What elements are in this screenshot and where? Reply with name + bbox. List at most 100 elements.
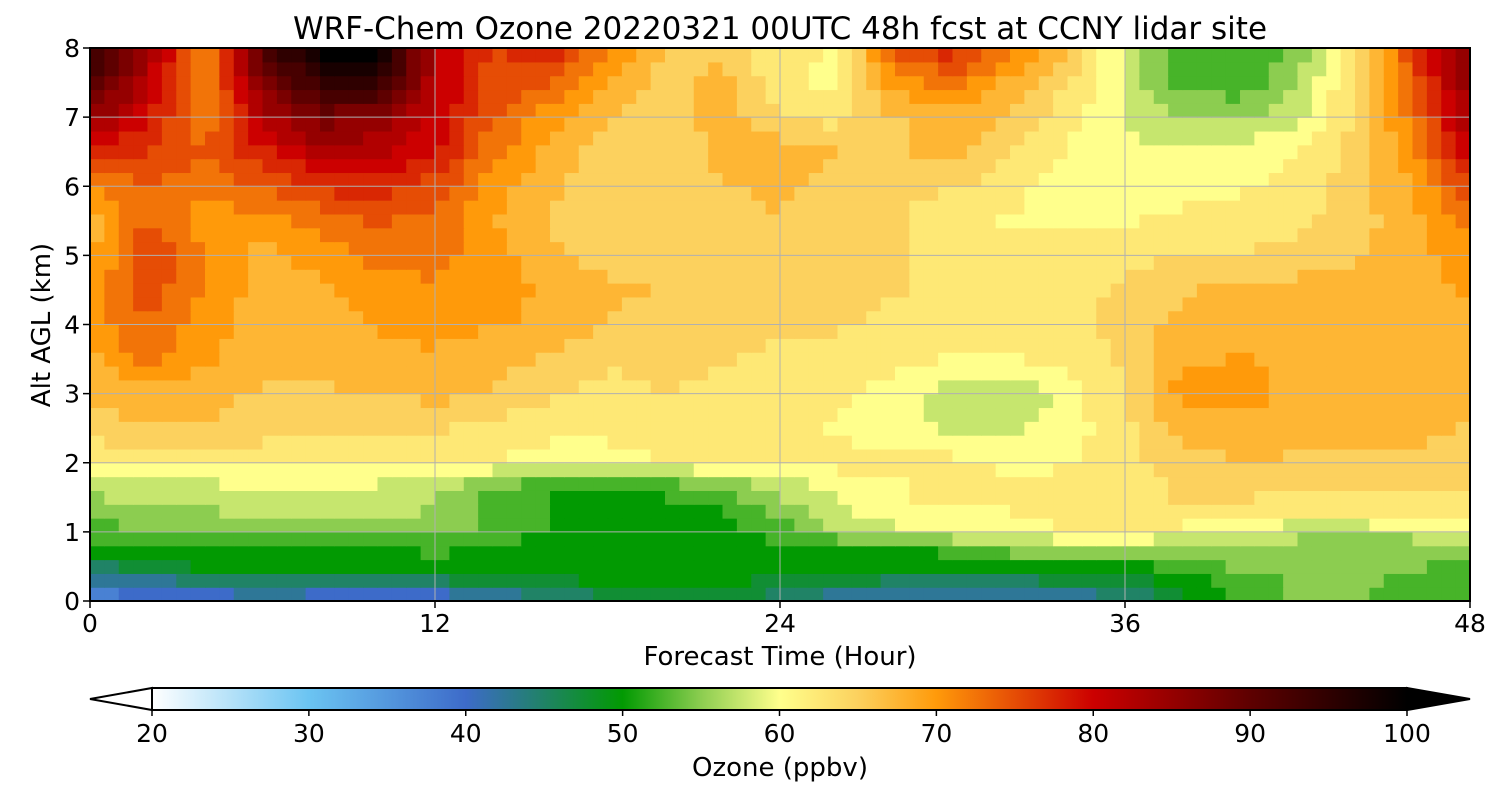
heatmap-cell (478, 518, 494, 533)
heatmap-cell (837, 587, 853, 601)
heatmap-cell (1110, 255, 1126, 270)
heatmap-cell (190, 448, 206, 464)
heatmap-cell (1125, 559, 1140, 574)
heatmap-cell (1168, 324, 1184, 339)
heatmap-cell (736, 504, 752, 519)
heatmap-cell (133, 255, 149, 270)
heatmap-cell (276, 296, 292, 312)
heatmap-cell (1355, 241, 1370, 256)
heatmap-cell (808, 296, 824, 312)
heatmap-cell (1254, 545, 1270, 561)
heatmap-cell (708, 462, 724, 478)
heatmap-cell (176, 227, 192, 243)
heatmap-cell (377, 61, 393, 77)
heatmap-cell (1326, 200, 1342, 215)
heatmap-cell (391, 462, 407, 478)
heatmap-cell (1225, 213, 1241, 229)
heatmap-cell (133, 573, 149, 588)
heatmap-cell (895, 338, 910, 353)
heatmap-cell (1153, 241, 1169, 256)
heatmap-cell (521, 310, 537, 326)
heatmap-cell (334, 117, 350, 132)
heatmap-cell (1426, 227, 1442, 243)
heatmap-cell (449, 587, 465, 601)
heatmap-cell (1024, 75, 1040, 91)
heatmap-cell (118, 435, 134, 450)
heatmap-cell (1369, 421, 1385, 436)
heatmap-cell (104, 421, 120, 436)
heatmap-cell (1225, 310, 1241, 326)
heatmap-cell (780, 200, 795, 215)
heatmap-cell (808, 186, 824, 201)
heatmap-cell (1340, 393, 1356, 409)
heatmap-cell (1225, 490, 1241, 505)
heatmap-cell (1053, 283, 1069, 298)
heatmap-cell (909, 352, 925, 367)
heatmap-cell (550, 227, 565, 243)
heatmap-cell (708, 172, 724, 187)
heatmap-cell (104, 545, 120, 561)
heatmap-cell (938, 531, 954, 547)
heatmap-cell (1067, 559, 1083, 574)
heatmap-cell (1297, 241, 1313, 256)
heatmap-cell (1196, 117, 1212, 132)
heatmap-cell (104, 448, 120, 464)
heatmap-cell (90, 324, 105, 339)
heatmap-cell (276, 144, 292, 160)
heatmap-cell (1211, 158, 1227, 174)
heatmap-cell (1383, 407, 1399, 422)
heatmap-cell (636, 573, 652, 588)
heatmap-cell (880, 518, 896, 533)
heatmap-cell (923, 393, 939, 409)
heatmap-cell (866, 324, 882, 339)
heatmap-cell (291, 490, 307, 505)
heatmap-cell (722, 559, 738, 574)
heatmap-cell (866, 227, 882, 243)
heatmap-cell (248, 407, 264, 422)
heatmap-cell (808, 130, 824, 146)
heatmap-cell (1211, 200, 1227, 215)
heatmap-cell (665, 283, 680, 298)
heatmap-cell (966, 587, 982, 601)
heatmap-cell (463, 379, 479, 395)
heatmap-cell (909, 213, 925, 229)
heatmap-cell (751, 490, 767, 505)
heatmap-cell (190, 241, 206, 256)
heatmap-cell (147, 144, 163, 160)
heatmap-cell (377, 269, 393, 284)
heatmap-cell (1412, 421, 1428, 436)
heatmap-cell (679, 89, 695, 104)
heatmap-cell (233, 587, 249, 601)
heatmap-cell (420, 117, 436, 132)
heatmap-cell (90, 61, 105, 77)
heatmap-cell (751, 448, 767, 464)
heatmap-cell (564, 352, 580, 367)
heatmap-cell (1067, 241, 1083, 256)
heatmap-cell (851, 462, 867, 478)
heatmap-cell (1355, 172, 1370, 187)
heatmap-cell (1168, 435, 1184, 450)
heatmap-cell (966, 338, 982, 353)
heatmap-cell (506, 186, 522, 201)
heatmap-cell (90, 172, 105, 187)
heatmap-cell (219, 559, 235, 574)
heatmap-cell (1441, 421, 1457, 436)
heatmap-cell (90, 531, 105, 547)
heatmap-cell (1283, 241, 1299, 256)
heatmap-cell (636, 158, 652, 174)
heatmap-cell (348, 144, 364, 160)
heatmap-cell (1240, 352, 1255, 367)
heatmap-cell (895, 393, 910, 409)
heatmap-cell (133, 462, 149, 478)
heatmap-cell (391, 158, 407, 174)
heatmap-cell (1182, 504, 1198, 519)
heatmap-cell (406, 89, 422, 104)
heatmap-cell (550, 103, 565, 118)
heatmap-cell (952, 504, 968, 519)
heatmap-cell (1038, 518, 1054, 533)
heatmap-cell (866, 130, 882, 146)
heatmap-cell (348, 490, 364, 505)
heatmap-cell (118, 117, 134, 132)
heatmap-cell (521, 338, 537, 353)
